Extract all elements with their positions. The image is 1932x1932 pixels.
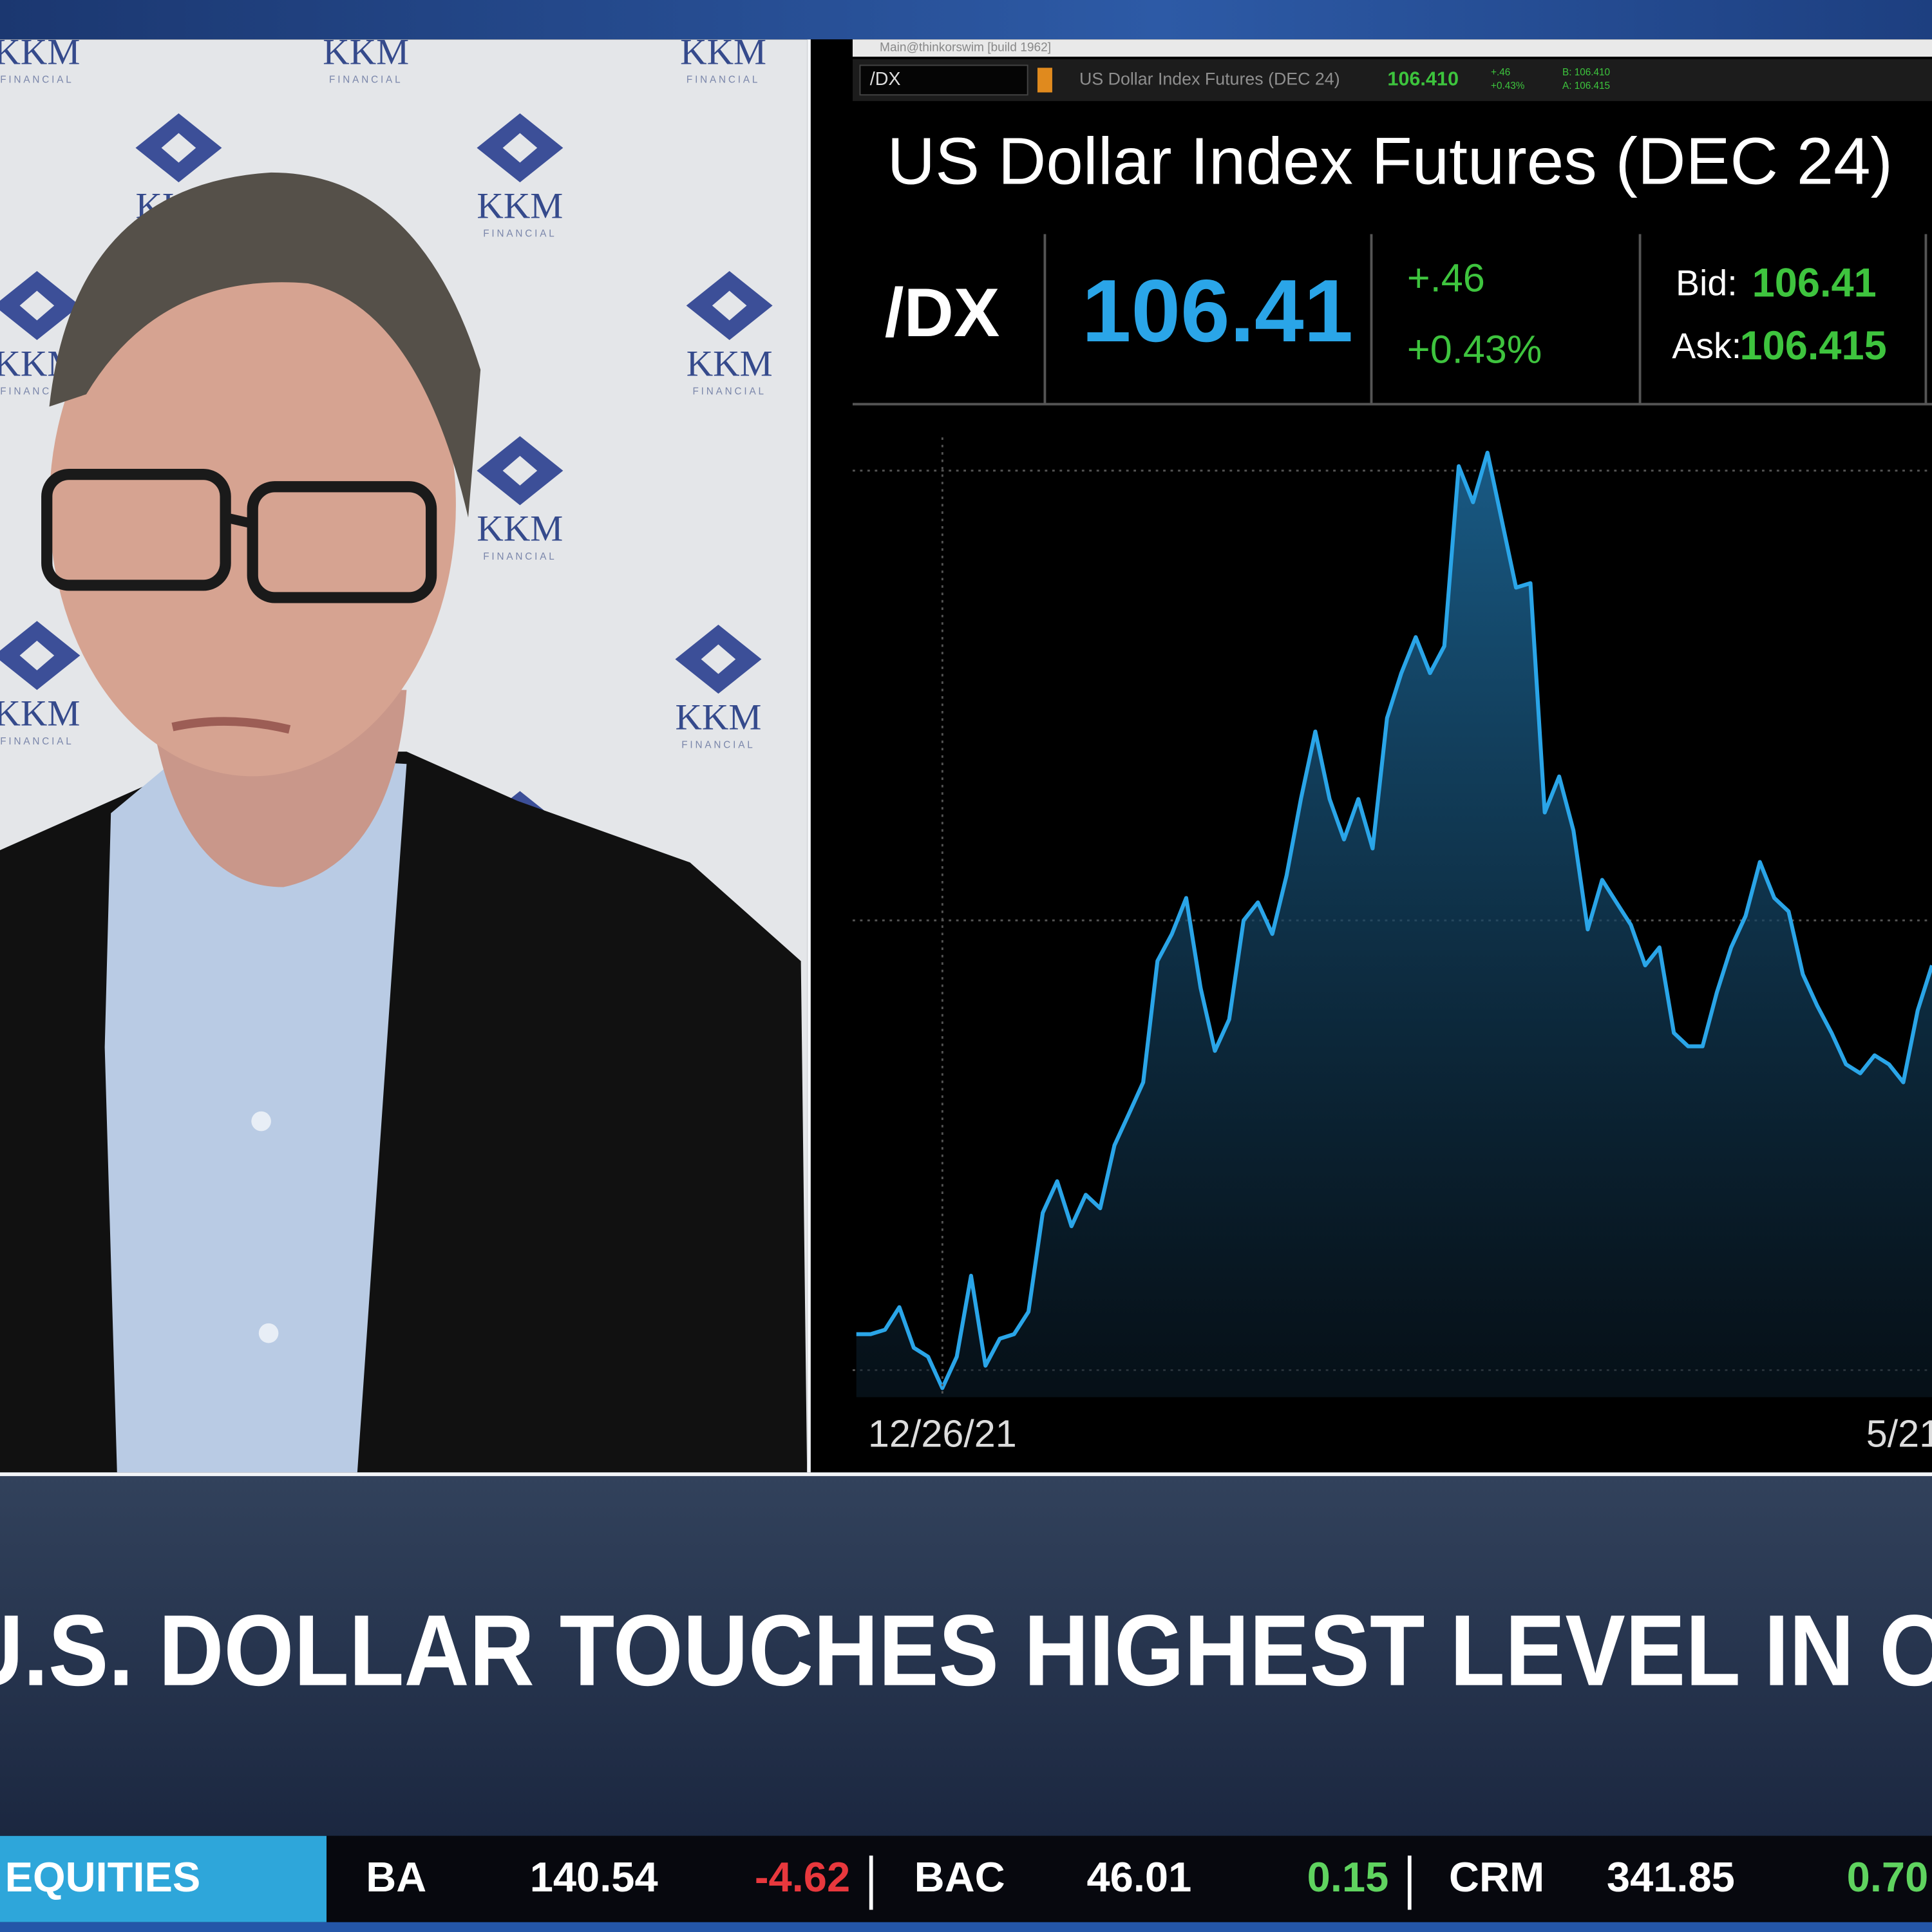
logo-tagline: FINANCIAL <box>687 74 760 85</box>
logo-text: KKM <box>687 343 773 384</box>
button <box>251 1111 271 1132</box>
toolbar-ask: A: 106.415 <box>1562 80 1610 91</box>
logo-text: KKM <box>0 32 80 72</box>
logo-tagline: FINANCIAL <box>0 736 73 747</box>
divider <box>807 39 811 1473</box>
quote-symbol: /DX <box>885 274 1000 351</box>
ticker-items: BA 140.54 -4.62 BAC 46.01 0.15 CRM 341.85 0.70 <box>366 1853 1928 1910</box>
toolbar-last: 106.410 <box>1387 68 1459 90</box>
ticker-price: 341.85 <box>1607 1853 1735 1900</box>
bottom-band <box>0 1922 1932 1932</box>
ticker-change: 0.15 <box>1307 1853 1389 1900</box>
mouth <box>171 717 291 734</box>
chart-title: US Dollar Index Futures (DEC 24) <box>887 124 1893 198</box>
top-band <box>0 0 1932 40</box>
price-chart: 12/26/21 5/21 <box>852 437 1932 1455</box>
logo-mark <box>0 621 80 690</box>
logo-tagline: FINANCIAL <box>483 551 556 562</box>
ticker-change: 0.70 <box>1847 1853 1929 1900</box>
glasses-left <box>41 468 231 591</box>
logo-tagline: FINANCIAL <box>329 74 402 85</box>
toolbar-change: +.46 <box>1491 67 1510 78</box>
logo-text: KKM <box>323 32 409 72</box>
window-title: Main@thinkorswim [build 1962] <box>880 41 1051 55</box>
logo-mark <box>686 270 773 341</box>
button <box>258 1323 279 1343</box>
quote-price: 106.41 <box>1082 261 1353 361</box>
bid-value: 106.41 <box>1752 261 1877 306</box>
ticker-price: 140.54 <box>530 1853 658 1900</box>
logo-tagline: FINANCIAL <box>0 74 73 85</box>
logo-text: KKM <box>680 32 766 72</box>
ticker-section-box <box>0 1835 327 1922</box>
lower-third-edge <box>0 1472 1932 1477</box>
logo-text: KKM <box>0 694 80 734</box>
logo-tagline: FINANCIAL <box>681 740 755 751</box>
logo-text: KKM <box>477 509 563 549</box>
logo-text: KKM <box>477 185 563 226</box>
symbol-box[interactable] <box>859 64 1028 96</box>
video-feed: KKM FINANCIAL KKM FINANCIAL KKM FINANCIAL KKM F… <box>0 32 808 1473</box>
toolbar-bid: B: 106.410 <box>1562 67 1610 78</box>
toolbar-symbol: /DX <box>870 69 901 90</box>
quote-percent: +0.43% <box>1407 327 1542 371</box>
lower-third <box>0 1472 1932 1836</box>
ticker-price: 46.01 <box>1086 1853 1191 1900</box>
logo-text: KKM <box>675 697 761 737</box>
ticker-section: EQUITIES <box>5 1853 201 1900</box>
x-tick-label: 5/21 <box>1866 1412 1932 1455</box>
ticker-symbol: CRM <box>1449 1853 1544 1900</box>
hair <box>49 172 481 518</box>
ask-label: Ask: <box>1672 326 1741 366</box>
logo-mark <box>135 113 222 183</box>
x-tick-label: 12/26/21 <box>868 1412 1017 1455</box>
quote-separators <box>852 234 1932 406</box>
logo-mark <box>0 270 80 341</box>
price-line <box>856 450 1932 1390</box>
glasses-bridge <box>224 513 254 529</box>
ticker-change: -4.62 <box>755 1853 850 1900</box>
ticker-symbol: BAC <box>914 1853 1005 1900</box>
ask-value: 106.415 <box>1740 323 1887 368</box>
ticker-symbol: BA <box>366 1853 426 1900</box>
link-icon[interactable] <box>1037 68 1052 93</box>
shirt <box>104 752 407 1473</box>
glasses-right <box>247 481 437 603</box>
logo-tagline: FINANCIAL <box>692 386 766 397</box>
window-titlebar <box>852 39 1932 57</box>
area-fill <box>856 452 1932 1397</box>
bid-label: Bid: <box>1676 263 1738 303</box>
headline: U.S. DOLLAR TOUCHES HIGHEST LEVEL IN OV <box>0 1595 1932 1707</box>
plot-area <box>856 450 1932 1397</box>
toolbar <box>852 59 1932 101</box>
quote-change: +.46 <box>1407 256 1485 299</box>
toolbar-percent: +0.43% <box>1491 80 1525 91</box>
logo-mark <box>675 625 762 694</box>
toolbar-description: US Dollar Index Futures (DEC 24) <box>1079 69 1340 88</box>
logo-tagline: FINANCIAL <box>483 229 556 240</box>
